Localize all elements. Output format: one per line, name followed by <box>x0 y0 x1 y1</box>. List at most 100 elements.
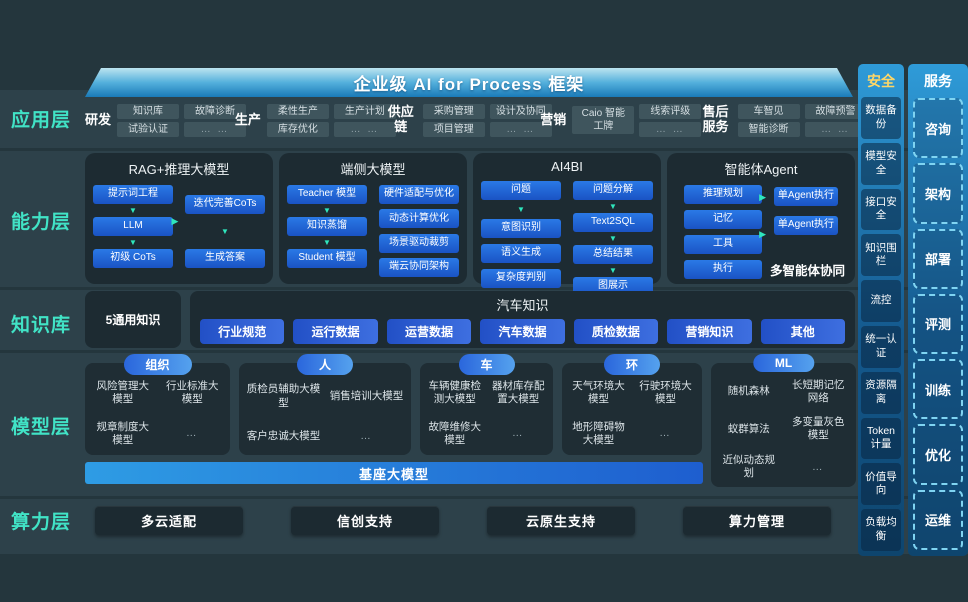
right-arrow-icon: ▶ <box>759 192 767 203</box>
compute-item: 云原生支持 <box>487 506 635 535</box>
base-model-bar: 基座大模型 <box>85 462 703 484</box>
knowledge-pill-row: 行业规范 运行数据 运营数据 汽车数据 质检数据 营销知识 其他 <box>200 319 845 344</box>
app-tag: … … <box>184 121 247 137</box>
capability-panel: 智能体Agent 推理规划 记忆 工具 执行 单Agent执行 单Agent执行 ▶ ▶ 多智能体… <box>667 153 855 284</box>
flow-box: 复杂度判别 <box>481 269 561 288</box>
flow-column: 迭代完善CoTs ▼ 生成答案 <box>185 185 265 277</box>
model-item: 车辆健康检测大模型 <box>428 380 482 406</box>
flow-box: 工具 <box>684 235 762 254</box>
service-item: 咨询 <box>913 98 963 159</box>
app-group-label: 供应链 <box>387 104 414 134</box>
flow-column: 问题 ▼ 意图识别语义生成复杂度判别 <box>481 181 561 288</box>
flow-box: 记忆 <box>684 210 762 229</box>
security-item: 流控 <box>861 280 901 322</box>
service-item: 训练 <box>913 359 963 420</box>
flow-box: Text2SQL <box>573 213 653 232</box>
app-tag: 库存优化 <box>266 121 329 137</box>
capability-panel: RAG+推理大模型 提示词工程 ▼ LLM ▼ 初级 CoTs 迭代完善CoTs ▼ 生成答案 ▶ <box>85 153 273 284</box>
model-layer: 组织 风险管理大模型 行业标准大模型 规章制度大模型… 人质检员辅助大模型 销售培训大模型… <box>85 354 856 495</box>
app-tag: 试验认证 <box>117 121 180 137</box>
flow-column: 硬件适配与优化 动态计算优化 场景驱动裁剪 端云协同架构 <box>379 185 459 277</box>
model-items-grid: 天气环境大模型 行驶环境大模型 地形障碍物大模型… <box>566 376 698 451</box>
down-arrow-icon: ▼ <box>323 238 331 247</box>
app-tag: 采购管理 <box>422 103 485 119</box>
model-item: 风险管理大模型 <box>96 380 150 406</box>
capability-panel-title: AI4BI <box>551 159 583 174</box>
security-item: 统一认证 <box>861 325 901 368</box>
flow-box: Teacher 模型 <box>287 185 367 204</box>
model-items-grid: 质检员辅助大模型 销售培训大模型 客户忠诚大模型… <box>243 376 407 451</box>
model-item: 多变量灰色模型 <box>792 416 845 442</box>
model-item: 销售培训大模型 <box>329 389 404 402</box>
knowledge-pill: 其他 <box>760 319 845 344</box>
service-item: 评测 <box>913 293 963 355</box>
security-items: 数据备份 模型安全 接口安全 知识围栏 流控 统一认证 资源隔离 Token计量 价值导向 负载均… <box>861 97 901 551</box>
capability-panel-body: 问题 ▼ 意图识别 语义生成 复杂度判别 问题分解 ▼ Text2SQL ▼ 总结结果 ▼ 图展示 <box>481 181 653 296</box>
security-column: 安全 数据备份 模型安全 接口安全 知识围栏 流控 统一认证 资源隔离 Token计量 价值导向… <box>858 64 904 556</box>
model-items-grid: 风险管理大模型 行业标准大模型 规章制度大模型… <box>89 376 226 451</box>
down-arrow-icon: ▼ <box>517 205 525 214</box>
model-panel: 环天气环境大模型 行驶环境大模型 地形障碍物大模型… <box>562 354 702 455</box>
model-item: 天气环境大模型 <box>572 380 625 406</box>
app-tag-column: 采购管理 项目管理 <box>422 103 485 137</box>
model-item: 故障维修大模型 <box>428 420 482 446</box>
model-category-pill: 环 <box>603 354 661 375</box>
flow-box: 语义生成 <box>481 244 561 263</box>
app-tag: 项目管理 <box>422 121 485 137</box>
flow-column: 推理规划 记忆 工具 执行 <box>684 185 762 279</box>
model-item: 行业标准大模型 <box>166 380 219 406</box>
app-tag: Caio 智能工牌 <box>572 106 635 134</box>
flow-box: 知识蒸馏 <box>287 217 367 236</box>
compute-item: 信创支持 <box>291 506 439 535</box>
app-tag: 设计及协同 <box>489 103 552 119</box>
flow-box: 意图识别 <box>481 219 561 238</box>
automotive-knowledge-title: 汽车知识 <box>496 298 549 313</box>
app-tag: … … <box>489 121 552 137</box>
capability-panel-title: RAG+推理大模型 <box>128 162 230 177</box>
framework-title: 企业级 AI for Process 框架 <box>353 75 585 94</box>
app-group: 生产 柔性生产 库存优化 生产计划 … … <box>235 103 396 137</box>
flow-box: 场景驱动裁剪 <box>379 233 459 253</box>
flow-box: 单Agent执行 <box>774 216 838 235</box>
service-items: 咨询 架构 部署 评测 训练 优化 运维 <box>913 97 963 551</box>
title-banner: 企业级 AI for Process 框架 <box>85 68 853 97</box>
layer-label-knowledge: 知识库 <box>10 315 71 336</box>
security-item: 接口安全 <box>861 188 901 231</box>
app-tag: 知识库 <box>117 103 180 119</box>
knowledge-pill: 运行数据 <box>293 319 378 344</box>
app-group-tags: 车智见 智能诊断 故障预警 … … <box>737 103 867 137</box>
general-knowledge-box: 5通用知识 <box>85 291 181 348</box>
flow-box: Student 模型 <box>287 249 367 268</box>
down-arrow-icon: ▼ <box>609 266 617 275</box>
model-item: 客户忠诚大模型 <box>246 430 321 443</box>
knowledge-pill: 质检数据 <box>573 319 659 344</box>
knowledge-pill: 行业规范 <box>200 319 285 344</box>
service-column: 服务 咨询 架构 部署 评测 训练 优化 运维 <box>908 64 968 556</box>
model-item: … <box>659 427 672 440</box>
down-arrow-icon: ▼ <box>129 238 137 247</box>
knowledge-pill: 汽车数据 <box>480 319 565 344</box>
service-item: 架构 <box>913 163 963 224</box>
security-item: 价值导向 <box>861 463 901 506</box>
right-arrow-icon: ▶ <box>171 215 179 226</box>
app-tag: 线索评级 <box>639 103 702 119</box>
app-tag-column: 故障诊断 … … <box>184 103 247 137</box>
app-tag-column: 车智见 智能诊断 <box>737 103 800 137</box>
automotive-knowledge-box: 汽车知识 行业规范 运行数据 运营数据 汽车数据 质检数据 营销知识 其他 <box>190 291 855 348</box>
app-tag-column: 线索评级 … … <box>639 103 702 137</box>
compute-item: 算力管理 <box>683 506 831 535</box>
capability-panel-body: 提示词工程 ▼ LLM ▼ 初级 CoTs 迭代完善CoTs ▼ 生成答案 <box>93 185 265 277</box>
layer-label-compute: 算力层 <box>10 512 71 533</box>
application-layer-groups: 研发 知识库 试验认证 故障诊断… … 生产 柔性生产 库存优化 生产计划… … 供应链 采购管理… <box>85 97 867 143</box>
down-arrow-icon: ▼ <box>609 234 617 243</box>
flow-box: 执行 <box>684 260 762 279</box>
model-item: … <box>360 430 373 443</box>
model-item: 蚁群算法 <box>727 422 770 435</box>
flow-box: 初级 CoTs <box>93 249 173 268</box>
app-group-label: 营销 <box>540 111 567 127</box>
model-panel: 人质检员辅助大模型 销售培训大模型 客户忠诚大模型… <box>239 354 411 455</box>
flow-box: 问题分解 <box>573 181 653 200</box>
model-item: 地形障碍物大模型 <box>572 420 625 446</box>
model-layer-panels: 组织 风险管理大模型 行业标准大模型 规章制度大模型… 人质检员辅助大模型 销售培训大模型… <box>85 354 856 487</box>
flow-box: 问题 <box>481 181 561 200</box>
